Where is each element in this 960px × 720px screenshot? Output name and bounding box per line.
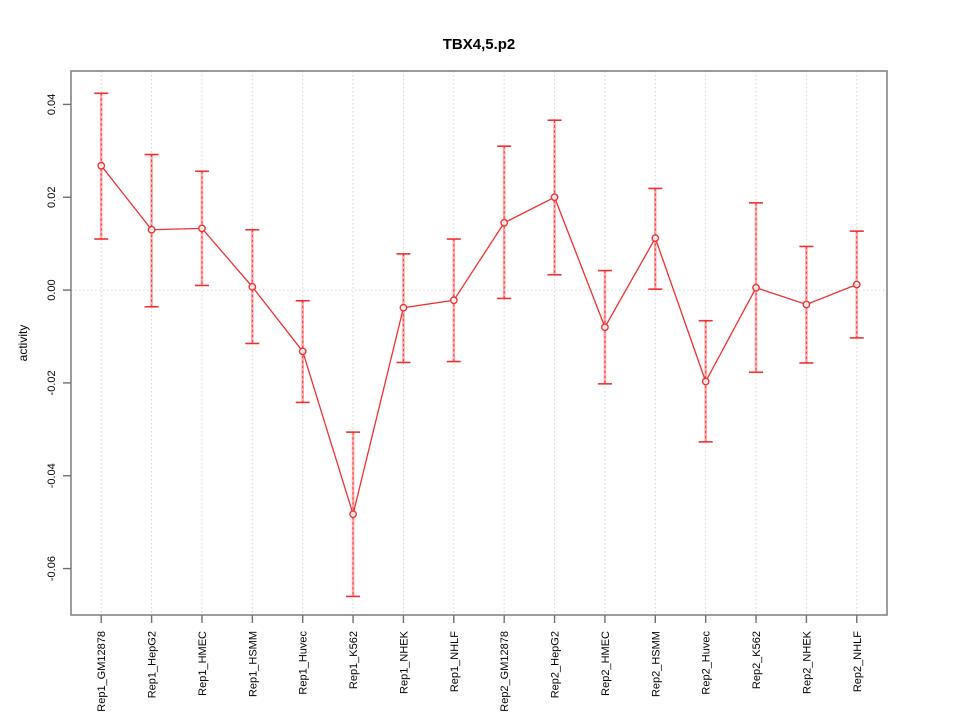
error-bars <box>94 92 864 598</box>
y-tick-label: 0.02 <box>46 187 58 208</box>
y-tick-label: 0.00 <box>46 279 58 300</box>
data-point-marker <box>399 303 408 312</box>
x-tick-label: Rep1_HMEC <box>197 631 209 696</box>
data-point-marker <box>802 300 811 309</box>
data-point-marker <box>449 296 458 305</box>
data-points <box>97 161 861 519</box>
x-tick-label: Rep1_Huvec <box>298 631 310 695</box>
data-point-marker <box>349 510 357 519</box>
y-tick-label: 0.04 <box>46 94 58 115</box>
plot-border <box>70 70 888 616</box>
x-tick-label: Rep1_GM12878 <box>96 631 108 712</box>
data-point-marker <box>701 377 710 386</box>
chart-title: TBX4,5.p2 <box>443 36 516 53</box>
data-point-marker <box>550 193 559 202</box>
x-tick-label: Rep1_NHLF <box>449 631 461 692</box>
y-tick-label: -0.06 <box>46 556 58 581</box>
x-tick-label: Rep1_HSMM <box>247 631 259 697</box>
x-tick-label: Rep1_HepG2 <box>147 631 159 698</box>
plot-box <box>70 70 888 616</box>
x-tick-label: Rep2_NHEK <box>801 630 813 694</box>
x-tick-label: Rep2_NHLF <box>852 631 864 692</box>
data-point-marker <box>500 218 509 227</box>
data-point-marker <box>97 161 106 170</box>
y-axis-ticks: 0.04 0.02 0.00 -0.02 -0.04 -0.06 <box>46 94 71 581</box>
y-tick-label: -0.02 <box>46 370 58 395</box>
x-tick-label: Rep1_K562 <box>348 631 360 689</box>
x-tick-label: Rep2_HMEC <box>600 631 612 696</box>
x-tick-label: Rep2_GM12878 <box>499 631 511 712</box>
data-point-marker <box>752 283 760 292</box>
data-point-marker <box>147 225 156 234</box>
y-tick-label: -0.04 <box>46 463 58 488</box>
data-point-marker <box>248 282 257 291</box>
series-polyline <box>100 165 858 517</box>
data-point-marker <box>298 347 307 356</box>
data-point-marker <box>852 280 861 289</box>
x-tick-label: Rep1_NHEK <box>398 630 410 694</box>
x-tick-label: Rep2_K562 <box>751 631 763 689</box>
data-point-marker <box>651 234 660 242</box>
series-line <box>100 165 858 517</box>
y-axis-label: activity <box>16 325 30 362</box>
data-point-marker <box>198 224 206 233</box>
gridlines <box>71 71 887 615</box>
x-tick-label: Rep2_HSMM <box>650 631 662 697</box>
x-tick-label: Rep2_Huvec <box>701 631 713 695</box>
x-axis-ticks: Rep1_GM12878 Rep1_HepG2 Rep1_HMEC Rep1_HSMM… <box>96 615 864 712</box>
data-point-marker <box>601 323 609 332</box>
x-tick-label: Rep2_HepG2 <box>550 631 562 698</box>
